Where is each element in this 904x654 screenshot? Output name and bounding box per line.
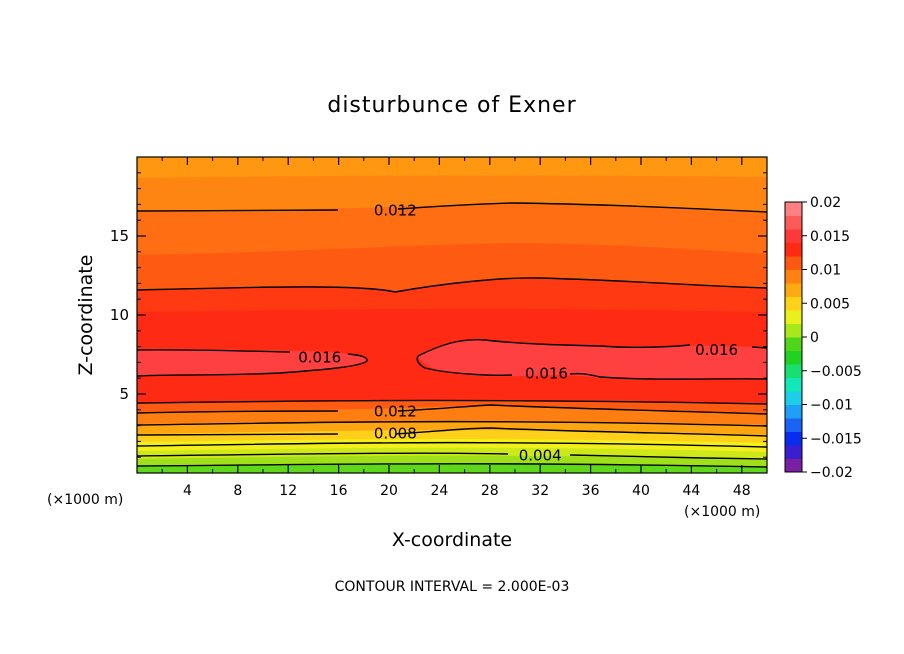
contour-line-0.012-top-b — [397, 202, 767, 213]
colorbar-tick-label: −0.02 — [810, 465, 853, 481]
band-0.016b — [418, 339, 767, 380]
colorbar-tick-label: 0.01 — [810, 263, 841, 279]
y-tick-label: 10 — [110, 306, 129, 324]
contour-line-0.006-low — [137, 441, 767, 448]
contour-label: 0.012 — [374, 202, 417, 220]
x-tick-label: 12 — [279, 483, 297, 499]
contour-label: 0.004 — [519, 447, 562, 465]
contour-line-0.016-left — [137, 349, 368, 377]
contour-interval-note: CONTOUR INTERVAL = 2.000E-03 — [335, 579, 570, 595]
x-tick-label: 20 — [380, 483, 398, 499]
contour-lines — [137, 202, 767, 468]
y-axis: 5 10 15 — [110, 172, 767, 458]
contour-label: 0.016 — [525, 364, 568, 382]
band-0.003-low — [137, 463, 767, 473]
contour-line-0.008-low — [137, 427, 767, 437]
colorbar-band — [785, 215, 802, 230]
y-tick-label: 5 — [119, 385, 129, 403]
x-tick-label: 32 — [531, 483, 549, 499]
colorbar-band — [785, 310, 802, 324]
colorbar-tick-label: −0.005 — [810, 364, 862, 380]
colorbar-band — [785, 377, 802, 392]
colorbar-band — [785, 458, 802, 473]
contour-label: 0.016 — [298, 349, 341, 367]
contour-label: 0.012 — [374, 402, 417, 420]
colorbar-band — [785, 269, 802, 284]
colorbar-tick-label: 0.005 — [810, 296, 850, 312]
x-tick-label: 48 — [733, 483, 751, 499]
x-axis-title: X-coordinate — [392, 529, 512, 551]
colorbar-tick-label: 0.015 — [810, 229, 850, 245]
colorbar-band — [785, 445, 802, 459]
colorbar: 0.02 0.015 0.01 0.005 0 −0.005 −0.01 −0.015 −0.0… — [784, 195, 862, 481]
contour-label: 0.008 — [374, 425, 417, 443]
colorbar-tick-label: −0.015 — [810, 431, 862, 447]
contour-line-0.012-low — [137, 404, 767, 415]
colorbar-band — [785, 418, 802, 432]
colorbar-band — [785, 350, 802, 365]
x-tick-label: 24 — [430, 483, 448, 499]
contour-line-0.004-low — [137, 452, 767, 460]
colorbar-band — [785, 431, 802, 446]
x-tick-label: 44 — [682, 483, 700, 499]
plot-area — [137, 157, 767, 473]
colorbar-band — [785, 391, 802, 405]
contour-line-0.010-low — [137, 420, 767, 427]
colorbar-band — [785, 283, 802, 297]
colorbar-band — [785, 364, 802, 378]
contour-line-0.012-top — [137, 209, 339, 212]
colorbar-tick-label: 0.02 — [810, 195, 841, 211]
contour-line-0.014-low — [137, 399, 767, 405]
contour-line-0.002-low — [137, 463, 767, 468]
colorbar-tick-label: −0.01 — [810, 398, 853, 414]
contour-label: 0.016 — [695, 341, 738, 359]
colorbar-tick-label: 0 — [810, 330, 819, 346]
colorbar-band — [785, 202, 802, 216]
x-tick-label: 40 — [632, 483, 650, 499]
colorbar-band — [785, 323, 802, 338]
chart-title: disturbunce of Exner — [327, 93, 576, 118]
x-unit-label-right: (×1000 m) — [684, 504, 760, 520]
contour-line-0.016-right — [416, 338, 767, 380]
colorbar-band — [785, 337, 802, 351]
y-tick-label: 15 — [110, 227, 129, 245]
colorbar-band — [785, 242, 802, 257]
colorbar-band — [785, 296, 802, 311]
contour-labels: 0.012 0.016 0.016 0.016 0.012 0.008 0.004 — [298, 202, 738, 465]
x-unit-label-left: (×1000 m) — [47, 492, 123, 508]
x-tick-label: 4 — [183, 483, 192, 499]
contour-line-0.014 — [137, 277, 767, 293]
x-tick-label: 8 — [233, 483, 242, 499]
colorbar-band — [785, 256, 802, 270]
colorbar-band — [785, 404, 802, 419]
colorbar-band — [785, 229, 802, 243]
x-tick-label: 28 — [481, 483, 499, 499]
y-axis-title: Z-coordinate — [75, 255, 97, 376]
x-axis: 4 8 12 16 20 24 28 32 36 40 44 48 — [161, 157, 751, 499]
x-tick-label: 16 — [330, 483, 348, 499]
x-tick-label: 36 — [582, 483, 600, 499]
band-0.016 — [137, 348, 368, 376]
